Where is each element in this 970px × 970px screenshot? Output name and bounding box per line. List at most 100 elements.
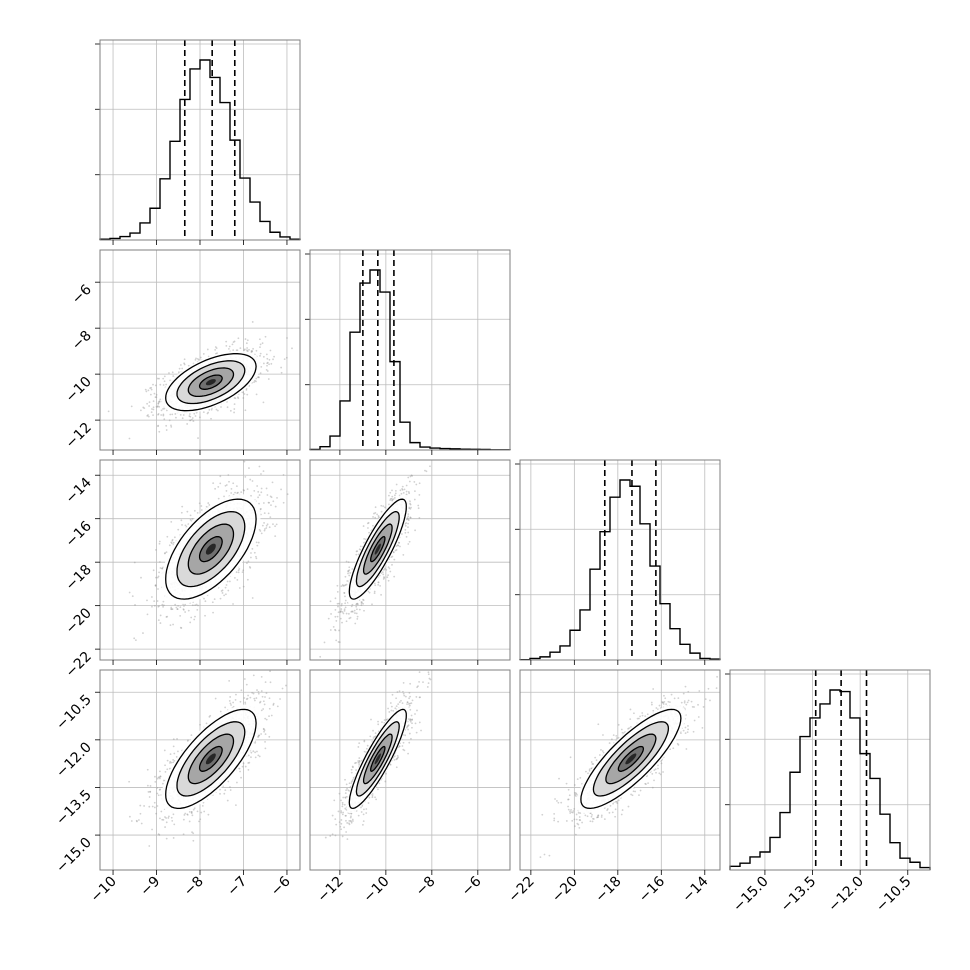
scatter-point	[341, 584, 344, 586]
scatter-point	[170, 425, 173, 428]
scatter-point	[243, 678, 246, 680]
scatter-point	[414, 529, 416, 532]
scatter-point	[374, 506, 377, 509]
panel-frame	[309, 249, 511, 451]
scatter-point	[336, 590, 339, 593]
scatter-point	[150, 388, 153, 391]
scatter-point	[189, 415, 192, 418]
scatter-point	[251, 350, 253, 353]
scatter-point	[253, 379, 256, 382]
scatter-point	[216, 409, 219, 412]
contour-line	[187, 523, 235, 575]
scatter-point	[198, 502, 201, 505]
scatter-point	[383, 567, 386, 570]
scatter-point	[415, 483, 418, 486]
scatter-point	[360, 604, 363, 607]
scatter-point	[156, 576, 159, 579]
scatter-point	[208, 408, 211, 411]
scatter-point	[229, 702, 232, 705]
scatter-point	[171, 608, 174, 611]
scatter-point	[263, 703, 266, 706]
scatter-point	[376, 513, 379, 516]
scatter-point	[410, 506, 412, 509]
scatter-point	[231, 343, 234, 346]
scatter-point	[170, 816, 173, 819]
scatter-point	[134, 604, 136, 606]
scatter-point	[157, 588, 159, 590]
scatter-point	[334, 597, 337, 600]
contour-line	[176, 510, 246, 588]
scatter-point	[174, 413, 177, 415]
scatter-point	[266, 357, 269, 360]
scatter-point	[258, 376, 260, 379]
scatter-point	[148, 845, 151, 847]
scatter-point	[255, 377, 258, 380]
contour-line	[165, 353, 257, 412]
scatter-point	[391, 495, 394, 498]
scatter-point	[157, 605, 160, 608]
scatter-point	[217, 486, 220, 488]
scatter-point	[219, 482, 222, 485]
scatter-point	[417, 507, 420, 510]
scatter-point	[355, 550, 358, 553]
scatter-point	[408, 492, 411, 495]
scatter-point	[175, 606, 178, 609]
scatter-point	[148, 405, 150, 407]
histogram-panel-2	[515, 459, 721, 661]
scatter-point	[280, 371, 283, 374]
scatter-point	[202, 353, 205, 355]
scatter-point	[194, 358, 197, 361]
scatter-point	[250, 350, 253, 352]
scatter-point	[158, 542, 161, 545]
scatter-point	[210, 408, 213, 411]
scatter-point	[401, 533, 403, 535]
scatter-point	[282, 473, 285, 476]
scatter-point	[246, 339, 249, 342]
scatter-point	[146, 402, 149, 405]
panel-frame	[309, 459, 511, 661]
scatter-point	[149, 393, 152, 396]
scatter-point	[182, 608, 185, 611]
scatter-point	[199, 356, 202, 359]
scatter-point	[168, 544, 171, 547]
scatter-point	[344, 575, 347, 578]
scatter-point	[359, 545, 362, 548]
scatter-point	[362, 599, 365, 602]
scatter-point	[343, 609, 346, 612]
scatter-point	[252, 347, 254, 350]
scatter-point	[179, 606, 182, 609]
scatter-point	[134, 639, 137, 642]
scatter-point	[147, 414, 149, 416]
scatter-point	[259, 372, 262, 375]
density-fill	[374, 543, 381, 555]
scatter-point	[170, 608, 172, 610]
scatter-point	[251, 597, 254, 599]
scatter-point	[236, 349, 239, 352]
scatter-point	[242, 762, 245, 765]
scatter-point	[269, 349, 272, 352]
scatter-point	[152, 569, 155, 572]
scatter-point	[327, 617, 330, 620]
scatter-point	[154, 585, 157, 587]
histogram-panel-3	[725, 669, 931, 871]
scatter-point	[389, 570, 392, 573]
scatter-point	[157, 425, 159, 428]
scatter-point	[348, 617, 351, 620]
scatter-point	[165, 429, 168, 431]
scatter-point	[152, 408, 155, 411]
scatter-point	[399, 489, 402, 492]
scatter-point	[265, 487, 268, 490]
contour-line	[187, 367, 235, 398]
scatter-point	[235, 485, 238, 488]
scatter-point	[191, 814, 194, 817]
scatter-point	[166, 768, 169, 771]
scatter-point	[356, 615, 359, 618]
scatter-point	[157, 413, 159, 416]
scatter-point	[387, 566, 390, 569]
scatter-point	[235, 693, 237, 696]
scatter-point	[379, 585, 381, 587]
scatter-point	[266, 361, 269, 364]
scatter-point	[391, 499, 394, 501]
scatter-point	[160, 414, 163, 416]
scatter-point	[282, 501, 285, 504]
